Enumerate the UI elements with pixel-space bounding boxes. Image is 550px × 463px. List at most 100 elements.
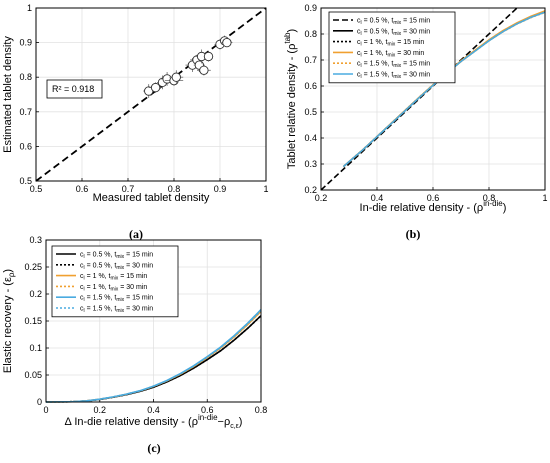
- legend-c-sub: l: [361, 42, 362, 48]
- panel-a-ytick-label: 0.5: [19, 176, 32, 186]
- legend-t-value: = 30 min: [124, 262, 153, 269]
- panel-c-xlabel: Δ In-die relative density - (ρin-die−ρc,…: [65, 413, 243, 430]
- panel-c-ytick-label: 0.2: [29, 289, 42, 299]
- legend-c-value: = 1 %, t: [85, 284, 111, 291]
- legend-c-sub: l: [84, 308, 85, 314]
- panel-b-legend: [328, 11, 456, 84]
- legend-c: c: [80, 306, 84, 313]
- panel-b-xtick-label: 0.4: [371, 193, 384, 203]
- legend-t-value: = 15 min: [401, 61, 430, 68]
- legend-c-sub: l: [84, 286, 85, 292]
- legend-c: c: [357, 72, 361, 79]
- legend-t-sub: mix: [388, 52, 396, 58]
- panel-a-axes-frame: [35, 7, 267, 182]
- legend-c-value: = 1.5 %, t: [85, 295, 117, 302]
- legend-c: c: [357, 18, 361, 25]
- panel-b-ytick-label: 0.8: [304, 29, 317, 39]
- legend-c-sub: l: [361, 52, 362, 58]
- data-point: [150, 82, 161, 93]
- legend-c: c: [80, 273, 84, 280]
- r2-annotation: R² = 0.918: [52, 84, 94, 94]
- panel-a-ytick-label: 0.8: [19, 72, 32, 82]
- panel-b-xtick-label: 0.2: [315, 193, 328, 203]
- xlabel-text: In-die relative density - (ρ: [360, 202, 484, 214]
- panel-c-ytick-label: 0.3: [29, 235, 42, 245]
- legend-c: c: [80, 262, 84, 269]
- panel-c-legend: [51, 245, 179, 318]
- legend-c-value: = 0.5 %, t: [85, 252, 117, 259]
- legend-t-sub: mix: [393, 74, 401, 80]
- series-line: [45, 315, 262, 403]
- legend-c-value: = 0.5 %, t: [85, 262, 117, 269]
- legend-c-sub: l: [84, 297, 85, 303]
- ylabel-sub: ρ: [7, 272, 16, 277]
- panel-c-xtick-label: 0: [43, 405, 48, 415]
- panel-b-legend-entry: cl = 0.5 %, tmix = 15 min: [357, 18, 430, 27]
- legend-c: c: [357, 50, 361, 57]
- xlabel-sub: c,ε: [230, 423, 239, 430]
- legend-c-value: = 0.5 %, t: [362, 18, 394, 25]
- xlabel-end: ): [239, 416, 243, 428]
- panel-a-xtick-label: 0.5: [30, 184, 43, 194]
- legend-c-value: = 1.5 %, t: [85, 306, 117, 313]
- panel-a-ytick-label: 0.9: [19, 38, 32, 48]
- panel-b-ytick-label: 0.3: [304, 159, 317, 169]
- panel-c: 0 0.2 0.4 0.6 0.800.050.10.150.20.250.3cl = …: [2, 235, 267, 455]
- ylabel-sup: tab: [283, 32, 292, 44]
- panel-a-xlabel: Measured tablet density: [93, 192, 210, 204]
- panel-a-xtick-label: 0.7: [122, 184, 135, 194]
- panel-b-legend-entry: cl = 1.5 %, tmix = 15 min: [357, 61, 430, 70]
- ylabel-end: ): [2, 269, 14, 273]
- data-point: [222, 37, 232, 48]
- data-point: [199, 65, 209, 75]
- legend-c: c: [357, 28, 361, 35]
- panel-c-ytick-label: 0.25: [24, 262, 42, 272]
- panel-c-xtick-label: 0.2: [93, 405, 106, 415]
- xlabel-end: ): [503, 202, 507, 214]
- legend-t-value: = 15 min: [124, 252, 153, 259]
- legend-t-value: = 15 min: [395, 39, 424, 46]
- legend-c-sub: l: [361, 20, 362, 26]
- panel-c-ylabel: Elastic recovery - (ερ): [2, 269, 16, 373]
- panel-c-legend-entry: cl = 1 %, tmix = 30 min: [80, 284, 147, 293]
- panel-b: 0.2 0.4 0.6 0.8 1 0.2 0.3 0.4 0.5 0.6 0.7 0.8 0.9 cl …: [283, 3, 548, 241]
- panel-a-ytick-label: 1: [27, 3, 32, 13]
- panel-a-ytick-label: 0.6: [19, 141, 32, 151]
- xlabel-mid: −ρ: [218, 416, 231, 428]
- legend-t-value: = 15 min: [401, 18, 430, 25]
- legend-c: c: [357, 39, 361, 46]
- legend-t-sub: mix: [116, 254, 124, 260]
- legend-t-sub: mix: [111, 286, 119, 292]
- ylabel-text: Tablet relative density - (ρ: [286, 44, 298, 169]
- legend-c-sub: l: [84, 254, 85, 260]
- legend-t-value: = 30 min: [401, 72, 430, 79]
- panel-c-ytick-label: 0.15: [24, 316, 42, 326]
- ylabel-end: ): [286, 29, 298, 33]
- series-line: [45, 309, 262, 403]
- panel-b-xlabel: In-die relative density - (ρin-die): [360, 199, 507, 214]
- panel-b-ytick-label: 0.7: [304, 55, 317, 65]
- panel-a-xtick-label: 0.8: [168, 184, 181, 194]
- data-point: [203, 51, 214, 62]
- r2-box: [46, 79, 103, 99]
- legend-t-value: = 15 min: [118, 273, 147, 280]
- panel-b-ytick-label: 0.9: [304, 3, 317, 13]
- legend-c-value: = 0.5 %, t: [362, 28, 394, 35]
- legend-c: c: [357, 61, 361, 68]
- legend-t-sub: mix: [393, 31, 401, 37]
- legend-c-sub: l: [84, 265, 85, 271]
- legend-t-sub: mix: [116, 265, 124, 271]
- legend-t-value: = 30 min: [401, 28, 430, 35]
- legend-c: c: [80, 252, 84, 259]
- legend-c-sub: l: [361, 74, 362, 80]
- legend-c-sub: l: [361, 31, 362, 37]
- panel-c-legend-entry: cl = 0.5 %, tmix = 30 min: [80, 262, 153, 271]
- panel-c-legend-entry: cl = 1 %, tmix = 15 min: [80, 273, 147, 282]
- legend-t-value: = 30 min: [124, 306, 153, 313]
- panel-c-legend-entry: cl = 1.5 %, tmix = 30 min: [80, 306, 153, 315]
- legend-c: c: [80, 295, 84, 302]
- data-point: [171, 72, 181, 82]
- panel-b-legend-entry: cl = 1 %, tmix = 30 min: [357, 50, 424, 59]
- panel-a-ylabel: Estimated tablet density: [2, 36, 14, 153]
